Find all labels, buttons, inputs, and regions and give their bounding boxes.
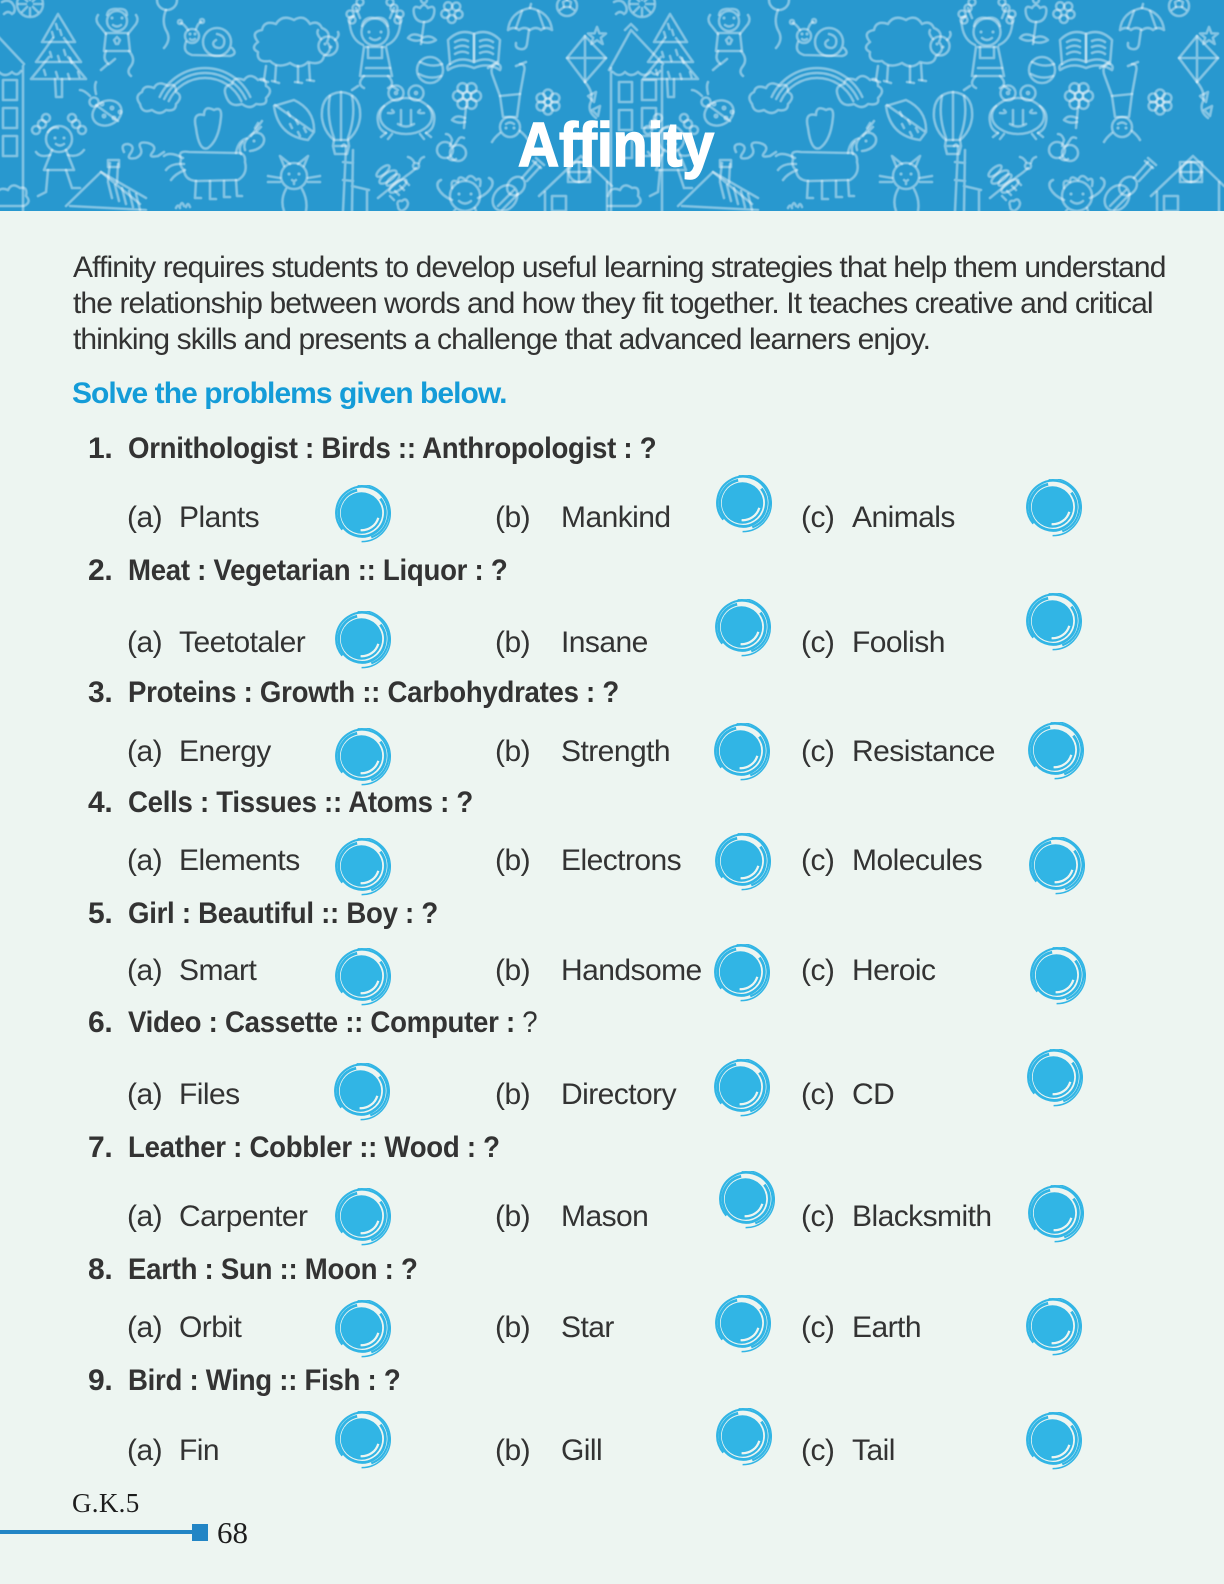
svg-text:Affinity: Affinity (518, 111, 714, 180)
